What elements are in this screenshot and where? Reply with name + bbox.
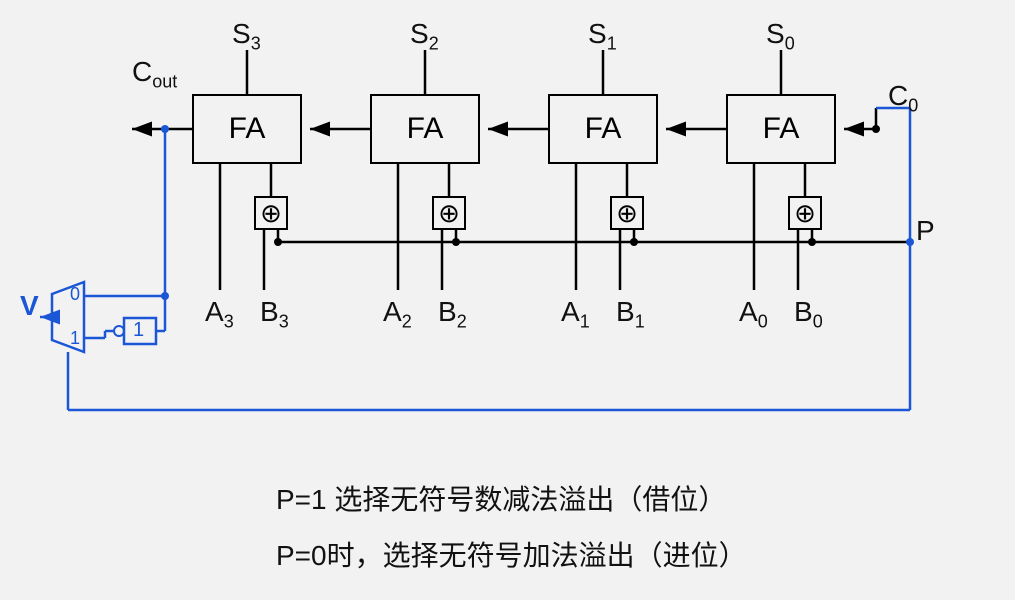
fa-box-0: FA xyxy=(192,94,302,164)
label-v: V xyxy=(20,290,39,322)
label-a0: A0 xyxy=(739,296,768,333)
xor-gate-3: ⊕ xyxy=(788,196,822,230)
xor-gate-2: ⊕ xyxy=(610,196,644,230)
annotation-1: P=0时，选择无符号加法溢出（进位） xyxy=(276,534,747,574)
fa-box-3: FA xyxy=(726,94,836,164)
label-b2: B2 xyxy=(438,296,467,333)
label-s1: S1 xyxy=(588,18,617,55)
mux-sel-0: 0 xyxy=(70,284,80,305)
label-s0: S0 xyxy=(766,18,795,55)
xor-gate-0: ⊕ xyxy=(254,196,288,230)
label-p: P xyxy=(916,215,935,247)
fa-box-2: FA xyxy=(548,94,658,164)
label-c0: C0 xyxy=(888,80,918,117)
inverter-label: 1 xyxy=(133,319,144,342)
label-s3: S3 xyxy=(232,18,261,55)
label-b1: B1 xyxy=(616,296,645,333)
xor-gate-1: ⊕ xyxy=(432,196,466,230)
label-a1: A1 xyxy=(561,296,590,333)
label-b0: B0 xyxy=(794,296,823,333)
label-a2: A2 xyxy=(383,296,412,333)
label-a3: A3 xyxy=(205,296,234,333)
mux-sel-1: 1 xyxy=(70,328,80,349)
annotation-0: P=1 选择无符号数减法溢出（借位） xyxy=(276,478,726,518)
fa-box-1: FA xyxy=(370,94,480,164)
label-s2: S2 xyxy=(410,18,439,55)
label-cout: Cout xyxy=(132,56,177,93)
diagram-canvas: FA FA FA FA ⊕ ⊕ ⊕ ⊕ S3 S2 S1 S0 Cout C0 P V A3 B3 A2 B2 A1 B1… xyxy=(0,0,1015,600)
label-b3: B3 xyxy=(260,296,289,333)
